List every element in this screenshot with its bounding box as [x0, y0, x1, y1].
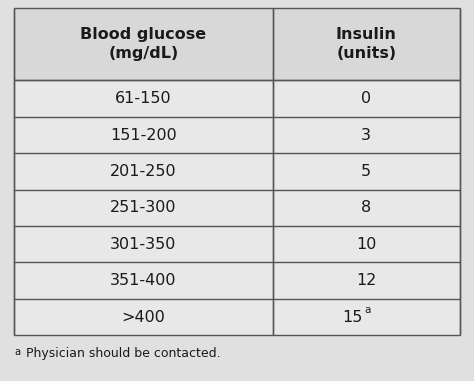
Text: 3: 3 [361, 128, 371, 142]
Bar [273, 80, 460, 117]
Bar [273, 263, 460, 299]
Bar [273, 117, 460, 153]
Bar [14, 190, 273, 226]
Text: Insulin
(units): Insulin (units) [336, 27, 397, 61]
Bar [14, 226, 273, 263]
Text: 201-250: 201-250 [110, 164, 177, 179]
Text: 5: 5 [361, 164, 371, 179]
Bar [273, 153, 460, 190]
Bar [273, 226, 460, 263]
Bar [14, 263, 273, 299]
Text: 61-150: 61-150 [115, 91, 172, 106]
Text: 10: 10 [356, 237, 376, 252]
Text: a: a [14, 347, 20, 357]
Text: 251-300: 251-300 [110, 200, 177, 215]
Bar [14, 153, 273, 190]
Bar [14, 299, 273, 335]
Text: 351-400: 351-400 [110, 273, 177, 288]
Bar [14, 80, 273, 117]
Text: 151-200: 151-200 [110, 128, 177, 142]
Text: 301-350: 301-350 [110, 237, 177, 252]
Text: >400: >400 [121, 310, 165, 325]
Bar [273, 190, 460, 226]
Bar [273, 299, 460, 335]
Text: 0: 0 [361, 91, 371, 106]
Bar [273, 8, 460, 80]
Text: 15: 15 [342, 310, 363, 325]
Bar [14, 117, 273, 153]
Text: Blood glucose
(mg/dL): Blood glucose (mg/dL) [81, 27, 207, 61]
Text: 12: 12 [356, 273, 376, 288]
Bar [14, 8, 273, 80]
Text: a: a [365, 305, 371, 315]
Text: 8: 8 [361, 200, 371, 215]
Text: Physician should be contacted.: Physician should be contacted. [26, 347, 221, 360]
